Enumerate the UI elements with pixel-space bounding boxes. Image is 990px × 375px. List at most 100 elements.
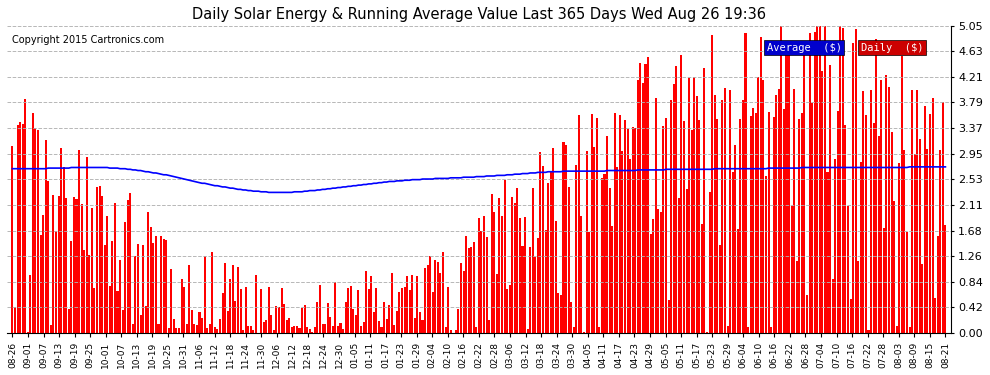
Bar bbox=[811, 103, 813, 333]
Bar bbox=[157, 324, 159, 333]
Bar bbox=[670, 100, 672, 333]
Bar bbox=[657, 209, 659, 333]
Bar bbox=[544, 230, 546, 333]
Bar bbox=[117, 291, 119, 333]
Bar bbox=[367, 289, 369, 333]
Bar bbox=[119, 260, 121, 333]
Bar bbox=[847, 206, 849, 333]
Bar bbox=[278, 308, 280, 333]
Bar bbox=[519, 218, 521, 333]
Bar bbox=[60, 148, 62, 333]
Bar bbox=[401, 288, 403, 333]
Bar bbox=[801, 112, 803, 333]
Bar bbox=[491, 194, 493, 333]
Bar bbox=[727, 326, 729, 333]
Bar bbox=[465, 236, 467, 333]
Bar bbox=[406, 276, 408, 333]
Bar bbox=[514, 203, 516, 333]
Bar bbox=[324, 324, 326, 333]
Bar bbox=[698, 120, 700, 333]
Bar bbox=[567, 187, 569, 333]
Bar bbox=[404, 287, 406, 333]
Bar bbox=[798, 119, 800, 333]
Bar bbox=[101, 196, 103, 333]
Text: Daily  ($): Daily ($) bbox=[861, 42, 924, 52]
Bar bbox=[642, 83, 644, 333]
Bar bbox=[711, 36, 713, 333]
Bar bbox=[50, 326, 51, 333]
Bar bbox=[696, 96, 698, 333]
Bar bbox=[909, 327, 911, 333]
Bar bbox=[622, 152, 624, 333]
Bar bbox=[349, 286, 351, 333]
Bar bbox=[322, 324, 324, 333]
Bar bbox=[583, 332, 585, 333]
Bar bbox=[11, 146, 14, 333]
Bar bbox=[314, 327, 316, 333]
Bar bbox=[767, 111, 769, 333]
Bar bbox=[752, 108, 754, 333]
Bar bbox=[52, 195, 54, 333]
Bar bbox=[362, 322, 364, 333]
Bar bbox=[252, 330, 254, 333]
Bar bbox=[716, 118, 719, 333]
Bar bbox=[867, 330, 869, 333]
Bar bbox=[598, 327, 600, 333]
Bar bbox=[317, 302, 319, 333]
Bar bbox=[460, 263, 462, 333]
Bar bbox=[580, 216, 582, 333]
Bar bbox=[137, 244, 139, 333]
Bar bbox=[524, 217, 526, 333]
Bar bbox=[549, 171, 551, 333]
Bar bbox=[683, 121, 685, 333]
Bar bbox=[901, 57, 903, 333]
Bar bbox=[880, 80, 882, 333]
Bar bbox=[388, 304, 390, 333]
Bar bbox=[914, 154, 916, 333]
Bar bbox=[352, 309, 354, 333]
Bar bbox=[122, 310, 124, 333]
Bar bbox=[619, 115, 621, 333]
Bar bbox=[398, 292, 401, 333]
Bar bbox=[844, 125, 846, 333]
Bar bbox=[267, 287, 269, 333]
Bar bbox=[298, 328, 301, 333]
Bar bbox=[30, 275, 32, 333]
Bar bbox=[335, 282, 337, 333]
Title: Daily Solar Energy & Running Average Value Last 365 Days Wed Aug 26 19:36: Daily Solar Energy & Running Average Val… bbox=[192, 7, 766, 22]
Bar bbox=[944, 225, 946, 333]
Bar bbox=[501, 216, 503, 333]
Bar bbox=[83, 250, 85, 333]
Bar bbox=[152, 243, 154, 333]
Bar bbox=[911, 90, 913, 333]
Bar bbox=[422, 320, 424, 333]
Bar bbox=[527, 329, 529, 333]
Bar bbox=[804, 47, 806, 333]
Bar bbox=[540, 152, 542, 333]
Bar bbox=[280, 288, 282, 333]
Bar bbox=[770, 327, 772, 333]
Bar bbox=[596, 118, 598, 333]
Bar bbox=[678, 198, 680, 333]
Bar bbox=[647, 57, 649, 333]
Bar bbox=[340, 323, 342, 333]
Bar bbox=[565, 145, 567, 333]
Bar bbox=[529, 247, 532, 333]
Bar bbox=[498, 198, 500, 333]
Bar bbox=[380, 327, 382, 333]
Bar bbox=[409, 290, 411, 333]
Bar bbox=[148, 212, 149, 333]
Bar bbox=[740, 120, 742, 333]
Bar bbox=[614, 113, 616, 333]
Bar bbox=[124, 222, 126, 333]
Bar bbox=[806, 295, 808, 333]
Bar bbox=[724, 88, 726, 333]
Bar bbox=[865, 115, 867, 333]
Bar bbox=[214, 327, 216, 333]
Bar bbox=[627, 129, 629, 333]
Bar bbox=[80, 204, 82, 333]
Bar bbox=[562, 142, 564, 333]
Text: Copyright 2015 Cartronics.com: Copyright 2015 Cartronics.com bbox=[12, 35, 164, 45]
Bar bbox=[378, 321, 380, 333]
Bar bbox=[96, 188, 98, 333]
